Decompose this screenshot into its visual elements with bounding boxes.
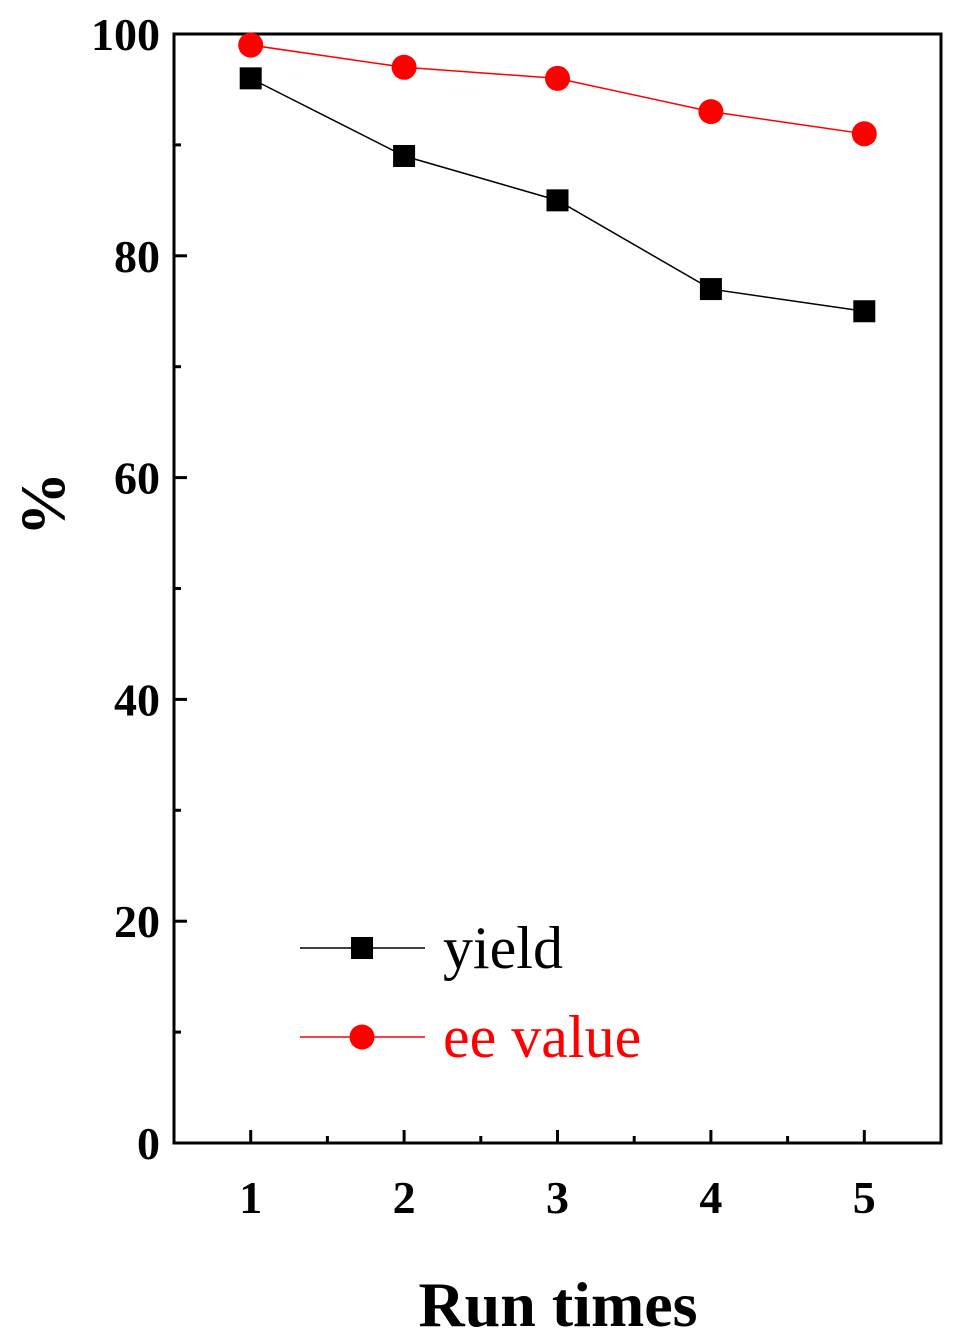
x-axis-title: Run times: [418, 1269, 697, 1340]
legend-marker: [351, 937, 373, 959]
data-point: [391, 54, 417, 80]
y-tick-label: 100: [91, 9, 160, 60]
x-tick-label: 2: [393, 1172, 416, 1223]
y-tick-label: 0: [137, 1118, 160, 1169]
data-point: [699, 278, 722, 301]
data-point: [853, 300, 876, 323]
x-tick-label: 1: [239, 1172, 262, 1223]
data-point: [238, 32, 264, 58]
legend: yield ee value: [300, 915, 641, 1070]
data-point: [698, 99, 724, 125]
data-point: [393, 144, 416, 167]
x-tick-label: 3: [546, 1172, 569, 1223]
data-point: [239, 67, 262, 90]
data-point: [546, 189, 569, 212]
y-axis-title: %: [7, 472, 78, 536]
legend-label: ee value: [443, 1004, 641, 1070]
x-tick-label: 4: [699, 1172, 722, 1223]
data-point: [851, 121, 877, 147]
legend-marker: [349, 1024, 375, 1050]
y-tick-label: 20: [114, 896, 160, 947]
series-layer: [238, 32, 877, 323]
y-tick-label: 80: [114, 231, 160, 282]
data-point: [545, 65, 570, 91]
y-tick-label: 40: [114, 674, 160, 725]
x-tick-label: 5: [853, 1172, 876, 1223]
y-axis-ticks: 0 20 40 60 80 100: [91, 9, 187, 1169]
y-tick-label: 60: [114, 453, 160, 504]
x-axis-ticks: 1 2 3 4 5: [239, 1130, 876, 1223]
legend-label: yield: [443, 915, 563, 981]
